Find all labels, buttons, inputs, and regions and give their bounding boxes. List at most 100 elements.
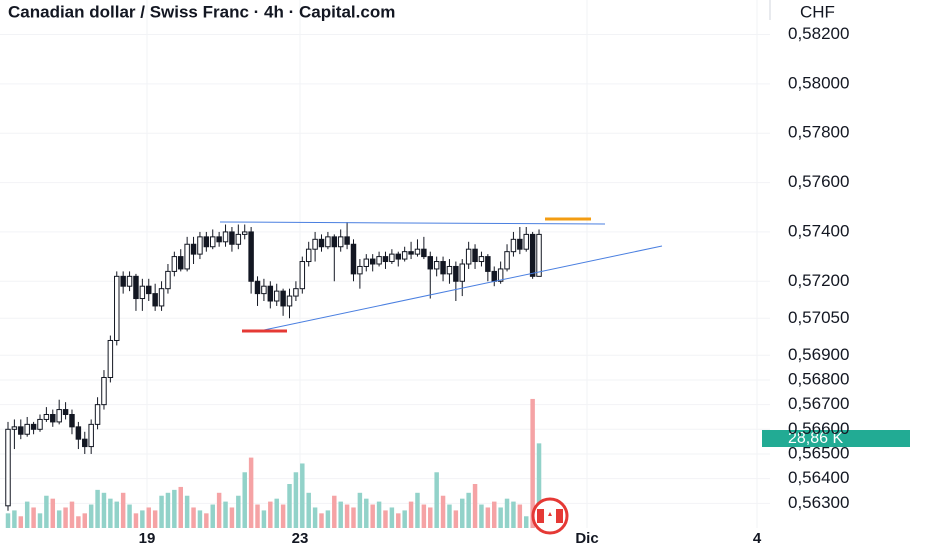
candle-body	[440, 261, 446, 275]
volume-bar	[108, 498, 113, 528]
y-tick-label: 0,57600	[788, 172, 849, 191]
candle-body	[453, 265, 459, 282]
volume-bar	[229, 507, 235, 528]
volume-bar	[242, 472, 247, 528]
candle-body	[376, 256, 382, 265]
candle-body	[101, 376, 107, 406]
volume-bar	[370, 504, 375, 528]
volume-label: 28,86 K	[788, 430, 843, 447]
volume-bar	[140, 510, 145, 528]
resistance-line	[219, 221, 606, 225]
candle-body	[261, 285, 267, 295]
candle-body	[497, 268, 504, 282]
volume-bar	[479, 504, 484, 528]
volume-bar	[447, 504, 452, 528]
volume-bar	[460, 498, 465, 528]
volume-bar	[383, 510, 388, 528]
candle-body	[216, 236, 222, 243]
volume-bar	[95, 489, 100, 528]
volume-bar	[18, 516, 24, 528]
volume-bar	[120, 492, 126, 528]
candle-body	[491, 270, 497, 282]
candle-body	[50, 414, 56, 423]
candle-body	[273, 290, 280, 302]
y-tick-label: 0,58000	[788, 73, 849, 92]
y-tick-label: 0,56600	[788, 419, 849, 438]
volume-bar	[428, 507, 433, 528]
volume-bar	[261, 510, 267, 528]
candle-body	[120, 275, 126, 287]
volume-bar	[408, 501, 414, 528]
volume-bar	[293, 472, 299, 528]
candle-body	[146, 285, 152, 295]
y-tick-label: 0,57200	[788, 271, 849, 290]
candle-body	[248, 231, 254, 282]
y-tick-label: 0,56500	[788, 443, 849, 462]
candle-body	[178, 256, 184, 270]
volume-bar	[351, 507, 356, 528]
volume-bar	[517, 504, 523, 528]
volume-bar	[88, 504, 94, 528]
candle-body	[229, 231, 235, 245]
candle-body	[203, 236, 210, 248]
candle-body	[389, 253, 395, 263]
candle-body	[299, 261, 306, 290]
candle-body	[197, 236, 203, 255]
x-tick-label: 23	[292, 530, 309, 547]
candle-body	[446, 265, 453, 275]
event-icon[interactable]	[531, 497, 569, 535]
candle-body	[18, 426, 24, 435]
candle-body	[504, 251, 510, 270]
candle-body	[350, 243, 357, 275]
candle-body	[414, 248, 421, 255]
volume-label-box	[762, 430, 910, 447]
y-tick-label: 0,58200	[788, 24, 849, 43]
y-tick-label: 0,57800	[788, 123, 849, 142]
candle-body	[472, 248, 478, 263]
volume-bar	[197, 510, 203, 528]
volume-bar	[364, 498, 369, 528]
volume-bar	[152, 510, 158, 528]
candle-body	[357, 265, 363, 275]
candle-body	[107, 339, 114, 378]
candle-body	[69, 414, 75, 428]
candle-body	[369, 258, 376, 265]
volume-bar	[12, 510, 17, 528]
candle-body	[427, 256, 434, 270]
candle-body	[165, 270, 171, 290]
currency-label: CHF	[800, 2, 835, 21]
volume-bar	[300, 463, 305, 528]
candle-body	[184, 243, 190, 270]
volume-bar	[127, 504, 132, 528]
volume-bar	[44, 495, 49, 528]
volume-bar	[280, 504, 286, 528]
candle-body	[293, 288, 299, 297]
volume-bar	[37, 513, 43, 528]
chart-title: Canadian dollar / Swiss Franc · 4h · Cap…	[8, 2, 395, 21]
volume-bar	[223, 501, 228, 528]
candle-body	[485, 256, 491, 272]
candle-body	[190, 243, 197, 255]
volume-bar	[76, 516, 81, 528]
volume-bar	[82, 513, 88, 528]
candle-body	[517, 238, 523, 250]
volume-bar	[325, 510, 331, 528]
volume-bar	[133, 513, 139, 528]
candle-body	[133, 275, 139, 300]
candle-body	[139, 285, 146, 300]
volume-bar	[274, 498, 279, 528]
candle-body	[478, 256, 485, 263]
volume-bar	[453, 510, 459, 528]
candle-body	[286, 295, 293, 307]
y-tick-label: 0,56400	[788, 468, 849, 487]
y-tick-label: 0,56300	[788, 493, 849, 512]
candle-body	[37, 418, 43, 430]
y-tick-label: 0,57050	[788, 308, 849, 327]
volume-bar	[146, 507, 151, 528]
volume-bar	[472, 484, 478, 528]
volume-bar	[248, 457, 254, 528]
candle-body	[11, 426, 18, 430]
volume-bar	[389, 507, 395, 528]
candle-body	[158, 288, 165, 307]
volume-bar	[236, 495, 241, 528]
